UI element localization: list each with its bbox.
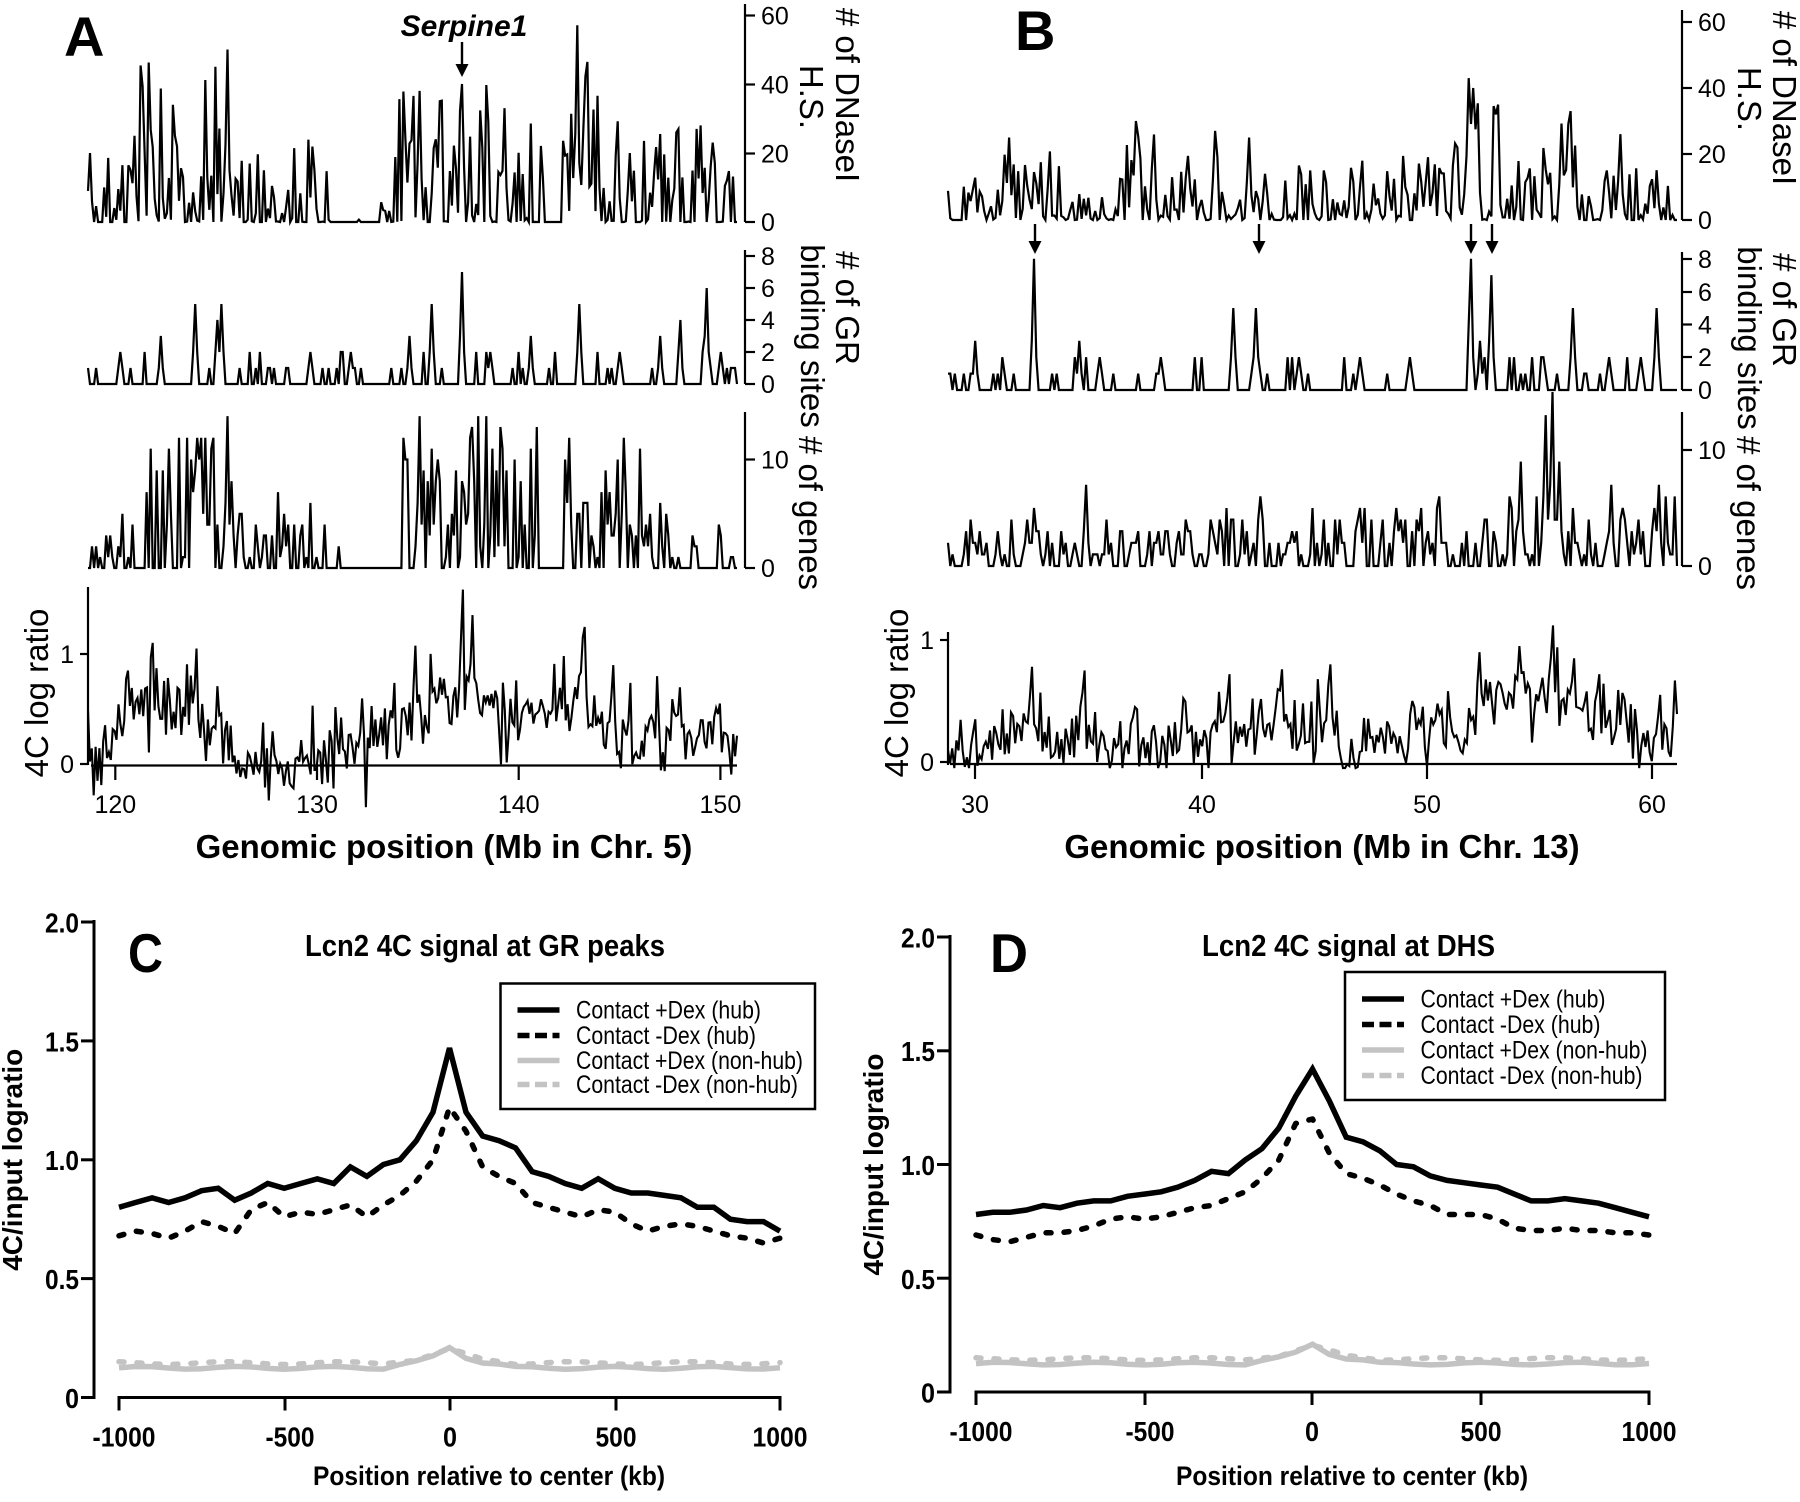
svg-text:40: 40 [1188, 791, 1216, 819]
svg-text:0: 0 [60, 751, 74, 779]
svg-text:140: 140 [498, 791, 540, 819]
svg-text:0: 0 [1698, 377, 1712, 405]
svg-text:120: 120 [94, 791, 136, 819]
svg-text:-1000: -1000 [950, 1416, 1013, 1447]
svg-text:0: 0 [1698, 553, 1712, 581]
svg-text:0: 0 [761, 555, 775, 583]
svg-text:Position relative to center (k: Position relative to center (kb) [313, 1461, 665, 1491]
svg-text:4: 4 [761, 307, 775, 335]
svg-text:# of genes: # of genes [1730, 436, 1767, 590]
svg-text:Contact +Dex (hub): Contact +Dex (hub) [1421, 986, 1606, 1014]
svg-text:500: 500 [596, 1422, 637, 1453]
svg-text:Serpine1: Serpine1 [401, 10, 528, 43]
svg-text:1000: 1000 [753, 1422, 808, 1453]
svg-text:# of GR: # of GR [1766, 253, 1800, 367]
svg-text:1.5: 1.5 [45, 1026, 79, 1057]
svg-text:0: 0 [1698, 207, 1712, 235]
svg-text:C: C [128, 922, 163, 984]
svg-text:Position relative to center (k: Position relative to center (kb) [1176, 1461, 1528, 1491]
svg-text:1.0: 1.0 [901, 1150, 935, 1181]
svg-text:-1000: -1000 [93, 1422, 156, 1453]
svg-text:30: 30 [961, 791, 989, 819]
svg-text:10: 10 [761, 447, 789, 475]
svg-text:2: 2 [1698, 344, 1712, 372]
svg-text:0: 0 [443, 1422, 457, 1453]
svg-text:Contact +Dex (non-hub): Contact +Dex (non-hub) [576, 1047, 803, 1075]
svg-text:Contact +Dex (non-hub): Contact +Dex (non-hub) [1421, 1037, 1648, 1065]
svg-text:binding sites: binding sites [1731, 246, 1768, 429]
svg-text:-500: -500 [266, 1422, 315, 1453]
svg-text:0: 0 [761, 371, 775, 399]
svg-text:60: 60 [761, 3, 789, 31]
svg-text:50: 50 [1413, 791, 1441, 819]
svg-text:Contact -Dex (non-hub): Contact -Dex (non-hub) [1421, 1062, 1643, 1090]
svg-text:2.0: 2.0 [45, 908, 79, 939]
svg-text:40: 40 [761, 72, 789, 100]
svg-text:Lcn2 4C signal at GR peaks: Lcn2 4C signal at GR peaks [305, 928, 665, 963]
svg-text:4: 4 [1698, 312, 1712, 340]
svg-text:# of DNaseI: # of DNaseI [1766, 11, 1800, 185]
svg-text:130: 130 [296, 791, 338, 819]
svg-text:0: 0 [921, 1378, 935, 1409]
svg-text:1: 1 [60, 641, 74, 669]
svg-text:Genomic position (Mb in Chr. 1: Genomic position (Mb in Chr. 13) [1064, 828, 1579, 865]
svg-text:B: B [1015, 0, 1055, 62]
svg-text:20: 20 [1698, 141, 1726, 169]
svg-text:Contact -Dex (hub): Contact -Dex (hub) [1421, 1011, 1601, 1039]
svg-text:40: 40 [1698, 75, 1726, 103]
svg-text:-500: -500 [1126, 1416, 1175, 1447]
svg-text:60: 60 [1698, 9, 1726, 37]
svg-text:8: 8 [761, 243, 775, 271]
svg-text:binding sites: binding sites [794, 244, 831, 427]
svg-text:# of genes: # of genes [792, 436, 829, 590]
svg-text:1.5: 1.5 [901, 1036, 935, 1067]
svg-text:0: 0 [1305, 1416, 1319, 1447]
svg-text:H.S.: H.S. [1731, 67, 1768, 131]
svg-text:1000: 1000 [1622, 1416, 1677, 1447]
svg-text:0: 0 [761, 209, 775, 237]
svg-text:Contact +Dex (hub): Contact +Dex (hub) [576, 997, 761, 1025]
svg-text:0.5: 0.5 [901, 1264, 935, 1295]
svg-text:Genomic position (Mb in Chr. 5: Genomic position (Mb in Chr. 5) [196, 828, 693, 865]
svg-text:10: 10 [1698, 437, 1726, 465]
svg-text:2.0: 2.0 [901, 923, 935, 954]
svg-text:4C log ratio: 4C log ratio [878, 609, 915, 778]
svg-text:1.0: 1.0 [45, 1145, 79, 1176]
svg-text:# of GR: # of GR [829, 251, 866, 365]
svg-text:4C log ratio: 4C log ratio [18, 609, 55, 778]
svg-text:150: 150 [700, 791, 742, 819]
svg-text:Lcn2 4C signal at DHS: Lcn2 4C signal at DHS [1202, 928, 1495, 963]
svg-text:500: 500 [1461, 1416, 1502, 1447]
svg-text:2: 2 [761, 339, 775, 367]
svg-text:6: 6 [1698, 279, 1712, 307]
svg-text:20: 20 [761, 141, 789, 169]
svg-text:0: 0 [920, 749, 934, 777]
svg-text:6: 6 [761, 275, 775, 303]
svg-text:4C/input logratio: 4C/input logratio [0, 1049, 28, 1271]
svg-text:Contact -Dex (hub): Contact -Dex (hub) [576, 1022, 756, 1050]
svg-text:1: 1 [920, 627, 934, 655]
svg-text:D: D [990, 922, 1028, 984]
svg-text:60: 60 [1638, 791, 1666, 819]
svg-text:0: 0 [65, 1383, 79, 1414]
svg-text:# of DNaseI: # of DNaseI [829, 8, 866, 182]
svg-text:H.S.: H.S. [793, 65, 830, 129]
svg-text:0.5: 0.5 [45, 1264, 79, 1295]
svg-text:Contact -Dex (non-hub): Contact -Dex (non-hub) [576, 1071, 798, 1099]
svg-text:A: A [64, 5, 104, 68]
svg-text:4C/input logratio: 4C/input logratio [858, 1054, 889, 1276]
svg-text:8: 8 [1698, 246, 1712, 274]
